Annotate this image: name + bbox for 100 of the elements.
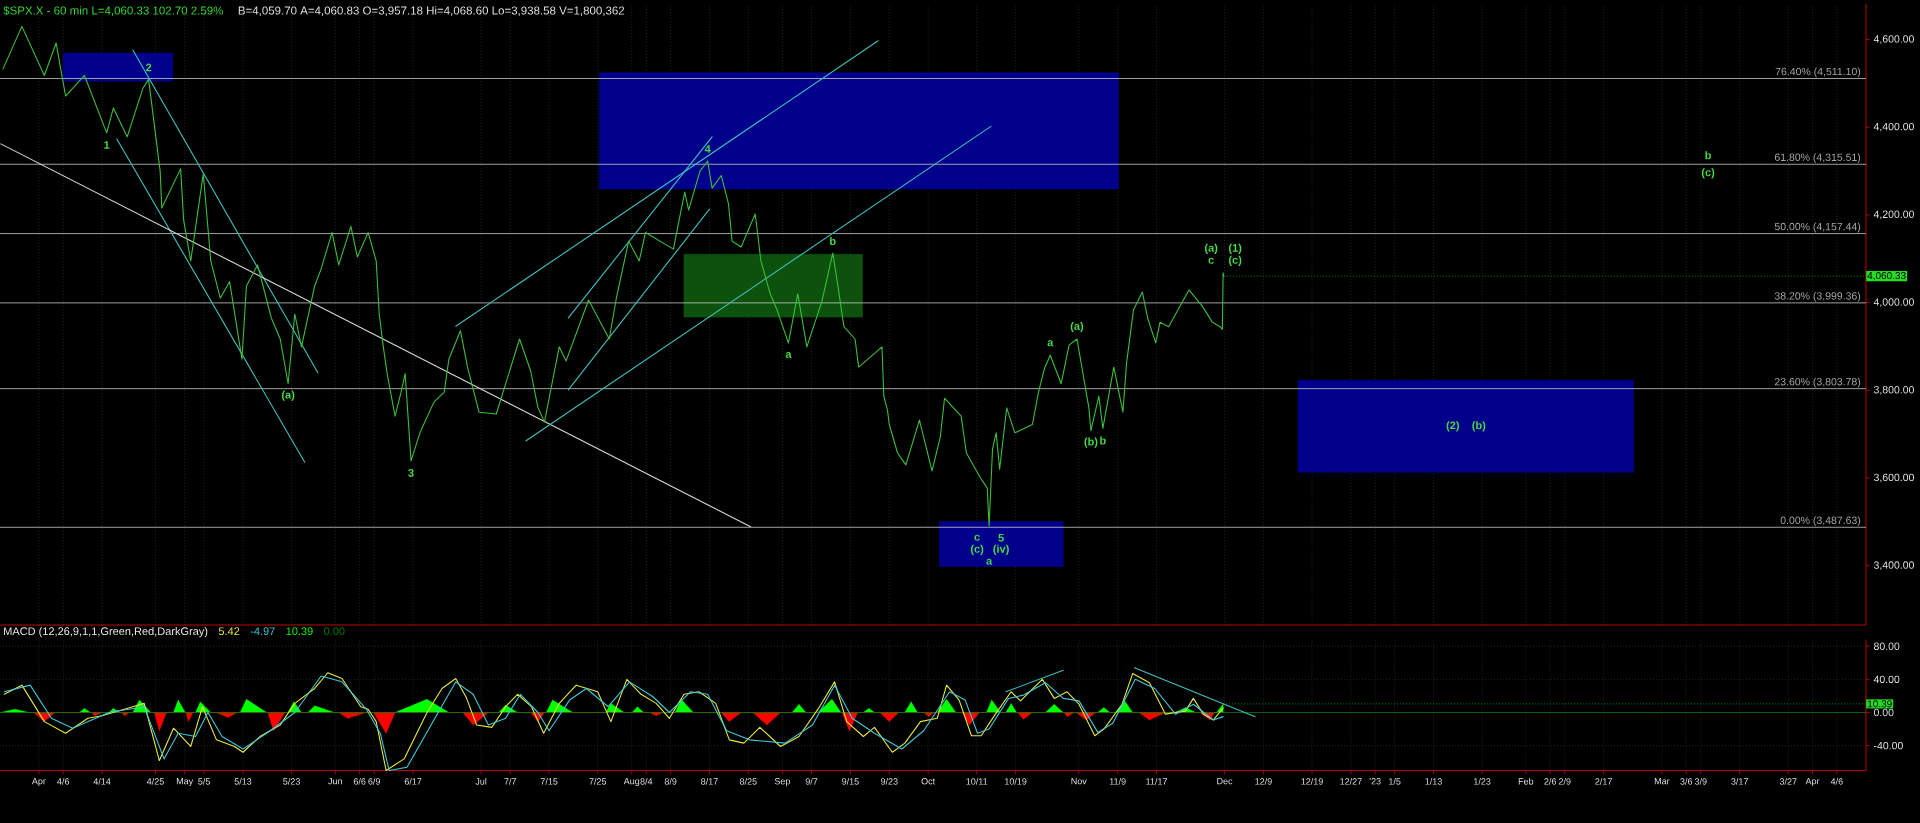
x-tick-label: Sep: [774, 778, 790, 787]
x-tick-label: 1/5: [1389, 778, 1401, 785]
x-tick-label: 12/9: [1255, 778, 1272, 785]
x-tick-label: Apr: [1805, 778, 1820, 787]
x-tick-label: 9/23: [880, 778, 898, 785]
x-tick-label: 7/25: [589, 778, 607, 785]
x-tick-label: 3/6: [1680, 778, 1693, 785]
x-tick-label: 6/9: [368, 778, 380, 785]
ref-line-label: 0.00: [324, 627, 345, 636]
ref-line-label: 61.80% (4,315.51): [1774, 153, 1861, 164]
ref-line-label: 38.20% (3,999.36): [1774, 291, 1861, 302]
annotation: (a): [281, 390, 295, 401]
x-tick-label: 8/4: [640, 778, 653, 785]
x-tick-label: 11/9: [1109, 778, 1126, 785]
y-tick-label: 80.00: [1873, 642, 1900, 650]
annotation: (c): [1701, 168, 1715, 179]
x-tick-label: 10/11: [966, 778, 988, 785]
annotation: a: [986, 558, 993, 565]
x-tick-label: 12/19: [1301, 778, 1323, 785]
y-tick-label: 4,600.00: [1873, 35, 1914, 44]
x-tick-label: 5/5: [198, 778, 210, 785]
x-tick-label: 6/17: [404, 778, 422, 785]
annotation: (a): [1204, 243, 1218, 254]
x-tick-label: 6/6: [353, 778, 366, 785]
ref-line-label: 50.00% (4,157.44): [1774, 222, 1861, 233]
annotation: 4: [704, 145, 711, 153]
annotation: 3: [408, 469, 414, 477]
annotation: (1): [1228, 243, 1242, 254]
x-tick-label: Apr: [31, 778, 46, 787]
annotation: (iv): [993, 544, 1009, 555]
y-tick-label: 4,400.00: [1873, 122, 1914, 132]
annotation: 10.39: [1867, 700, 1892, 708]
x-tick-label: 1/23: [1474, 778, 1491, 785]
x-tick-label: 8/17: [701, 778, 718, 785]
annotation: (b): [1084, 437, 1098, 448]
x-tick-label: 3/9: [1694, 778, 1707, 785]
annotation: 5: [998, 533, 1004, 542]
x-tick-label: 8/9: [664, 778, 677, 785]
x-tick-label: Jun: [328, 778, 342, 785]
x-tick-label: 7/7: [504, 778, 517, 785]
x-tick-label: 9/7: [805, 778, 818, 785]
x-tick-label: 11/17: [1146, 778, 1167, 785]
chart-title: MACD (12,26,9,1,1,Green,Red,DarkGray): [4, 627, 208, 638]
annotation: b: [830, 237, 836, 246]
line-series: [2, 25, 1225, 527]
ref-line-label: 0.00% (3,487.63): [1780, 516, 1861, 527]
x-tick-label: '23: [1369, 778, 1381, 785]
x-tick-label: 4/14: [93, 778, 111, 785]
x-tick-label: 5/13: [234, 778, 252, 785]
x-tick-label: 10/19: [1005, 778, 1027, 785]
annotation: a: [1047, 340, 1054, 347]
x-tick-label: 3/17: [1731, 778, 1748, 785]
annotation: (b): [1472, 421, 1486, 432]
x-tick-label: 4/6: [1830, 778, 1843, 785]
x-tick-label: 5/23: [283, 778, 300, 785]
x-tick-label: 3/27: [1779, 778, 1797, 785]
x-tick-label: 2/6: [1544, 778, 1556, 785]
chart-title: $SPX.X - 60 min L=4,060.33 102.70 2.59%: [3, 5, 224, 16]
annotation: 2: [145, 63, 152, 72]
y-tick-label: 40.00: [1873, 675, 1900, 684]
x-tick-label: 2/9: [1558, 778, 1571, 785]
x-tick-label: Aug: [623, 778, 640, 787]
annotation: c: [1208, 257, 1214, 264]
annotation: a: [785, 351, 792, 358]
x-tick-label: Oct: [921, 778, 936, 785]
x-tick-label: May: [176, 778, 194, 787]
y-tick-label: -40.00: [1874, 741, 1903, 750]
y-tick-label: 3,400.00: [1873, 561, 1914, 571]
y-tick-label: 4,000.00: [1873, 298, 1914, 307]
y-tick-label: 3,800.00: [1873, 385, 1914, 395]
annotation: 1: [104, 141, 110, 149]
annotation: (2): [1446, 421, 1459, 432]
x-tick-label: Jul: [475, 778, 487, 785]
ref-line-label: 23.60% (3,803.78): [1774, 377, 1861, 388]
annotation: c: [974, 534, 980, 541]
text: -4.97: [250, 627, 275, 636]
x-tick-label: 4/6: [57, 778, 70, 785]
chart-subtitle: B=4,059.70 A=4,060.83 O=3,957.18 Hi=4,068.60 Lo=3,938.58 V=1,800,362: [238, 6, 625, 16]
ref-line-label: 76.40% (4,511.10): [1775, 67, 1861, 78]
x-tick-label: Mar: [1654, 778, 1670, 785]
x-tick-label: Nov: [1071, 778, 1087, 785]
x-tick-label: 12/27: [1340, 778, 1362, 785]
y-tick-label: 4,200.00: [1873, 210, 1914, 220]
annotation: b: [1705, 151, 1711, 160]
x-tick-label: 2/17: [1595, 778, 1612, 785]
annotation: b: [1100, 436, 1106, 445]
x-tick-label: 8/25: [739, 778, 757, 785]
text: 10.39: [286, 627, 313, 636]
y-tick-label: 3,600.00: [1873, 473, 1914, 483]
annotation: 4,060.33: [1867, 272, 1906, 281]
annotation: (c): [970, 544, 984, 555]
y-tick-label: 0.00: [1873, 708, 1894, 717]
x-tick-label: 9/15: [842, 778, 859, 785]
x-tick-label: Feb: [1518, 778, 1534, 785]
annotation: (a): [1070, 321, 1084, 333]
x-tick-label: 1/13: [1425, 778, 1442, 785]
x-tick-label: 4/25: [146, 778, 164, 785]
x-tick-label: 7/15: [540, 778, 558, 785]
text: 5.42: [218, 627, 240, 636]
annotation: (c): [1228, 255, 1242, 266]
